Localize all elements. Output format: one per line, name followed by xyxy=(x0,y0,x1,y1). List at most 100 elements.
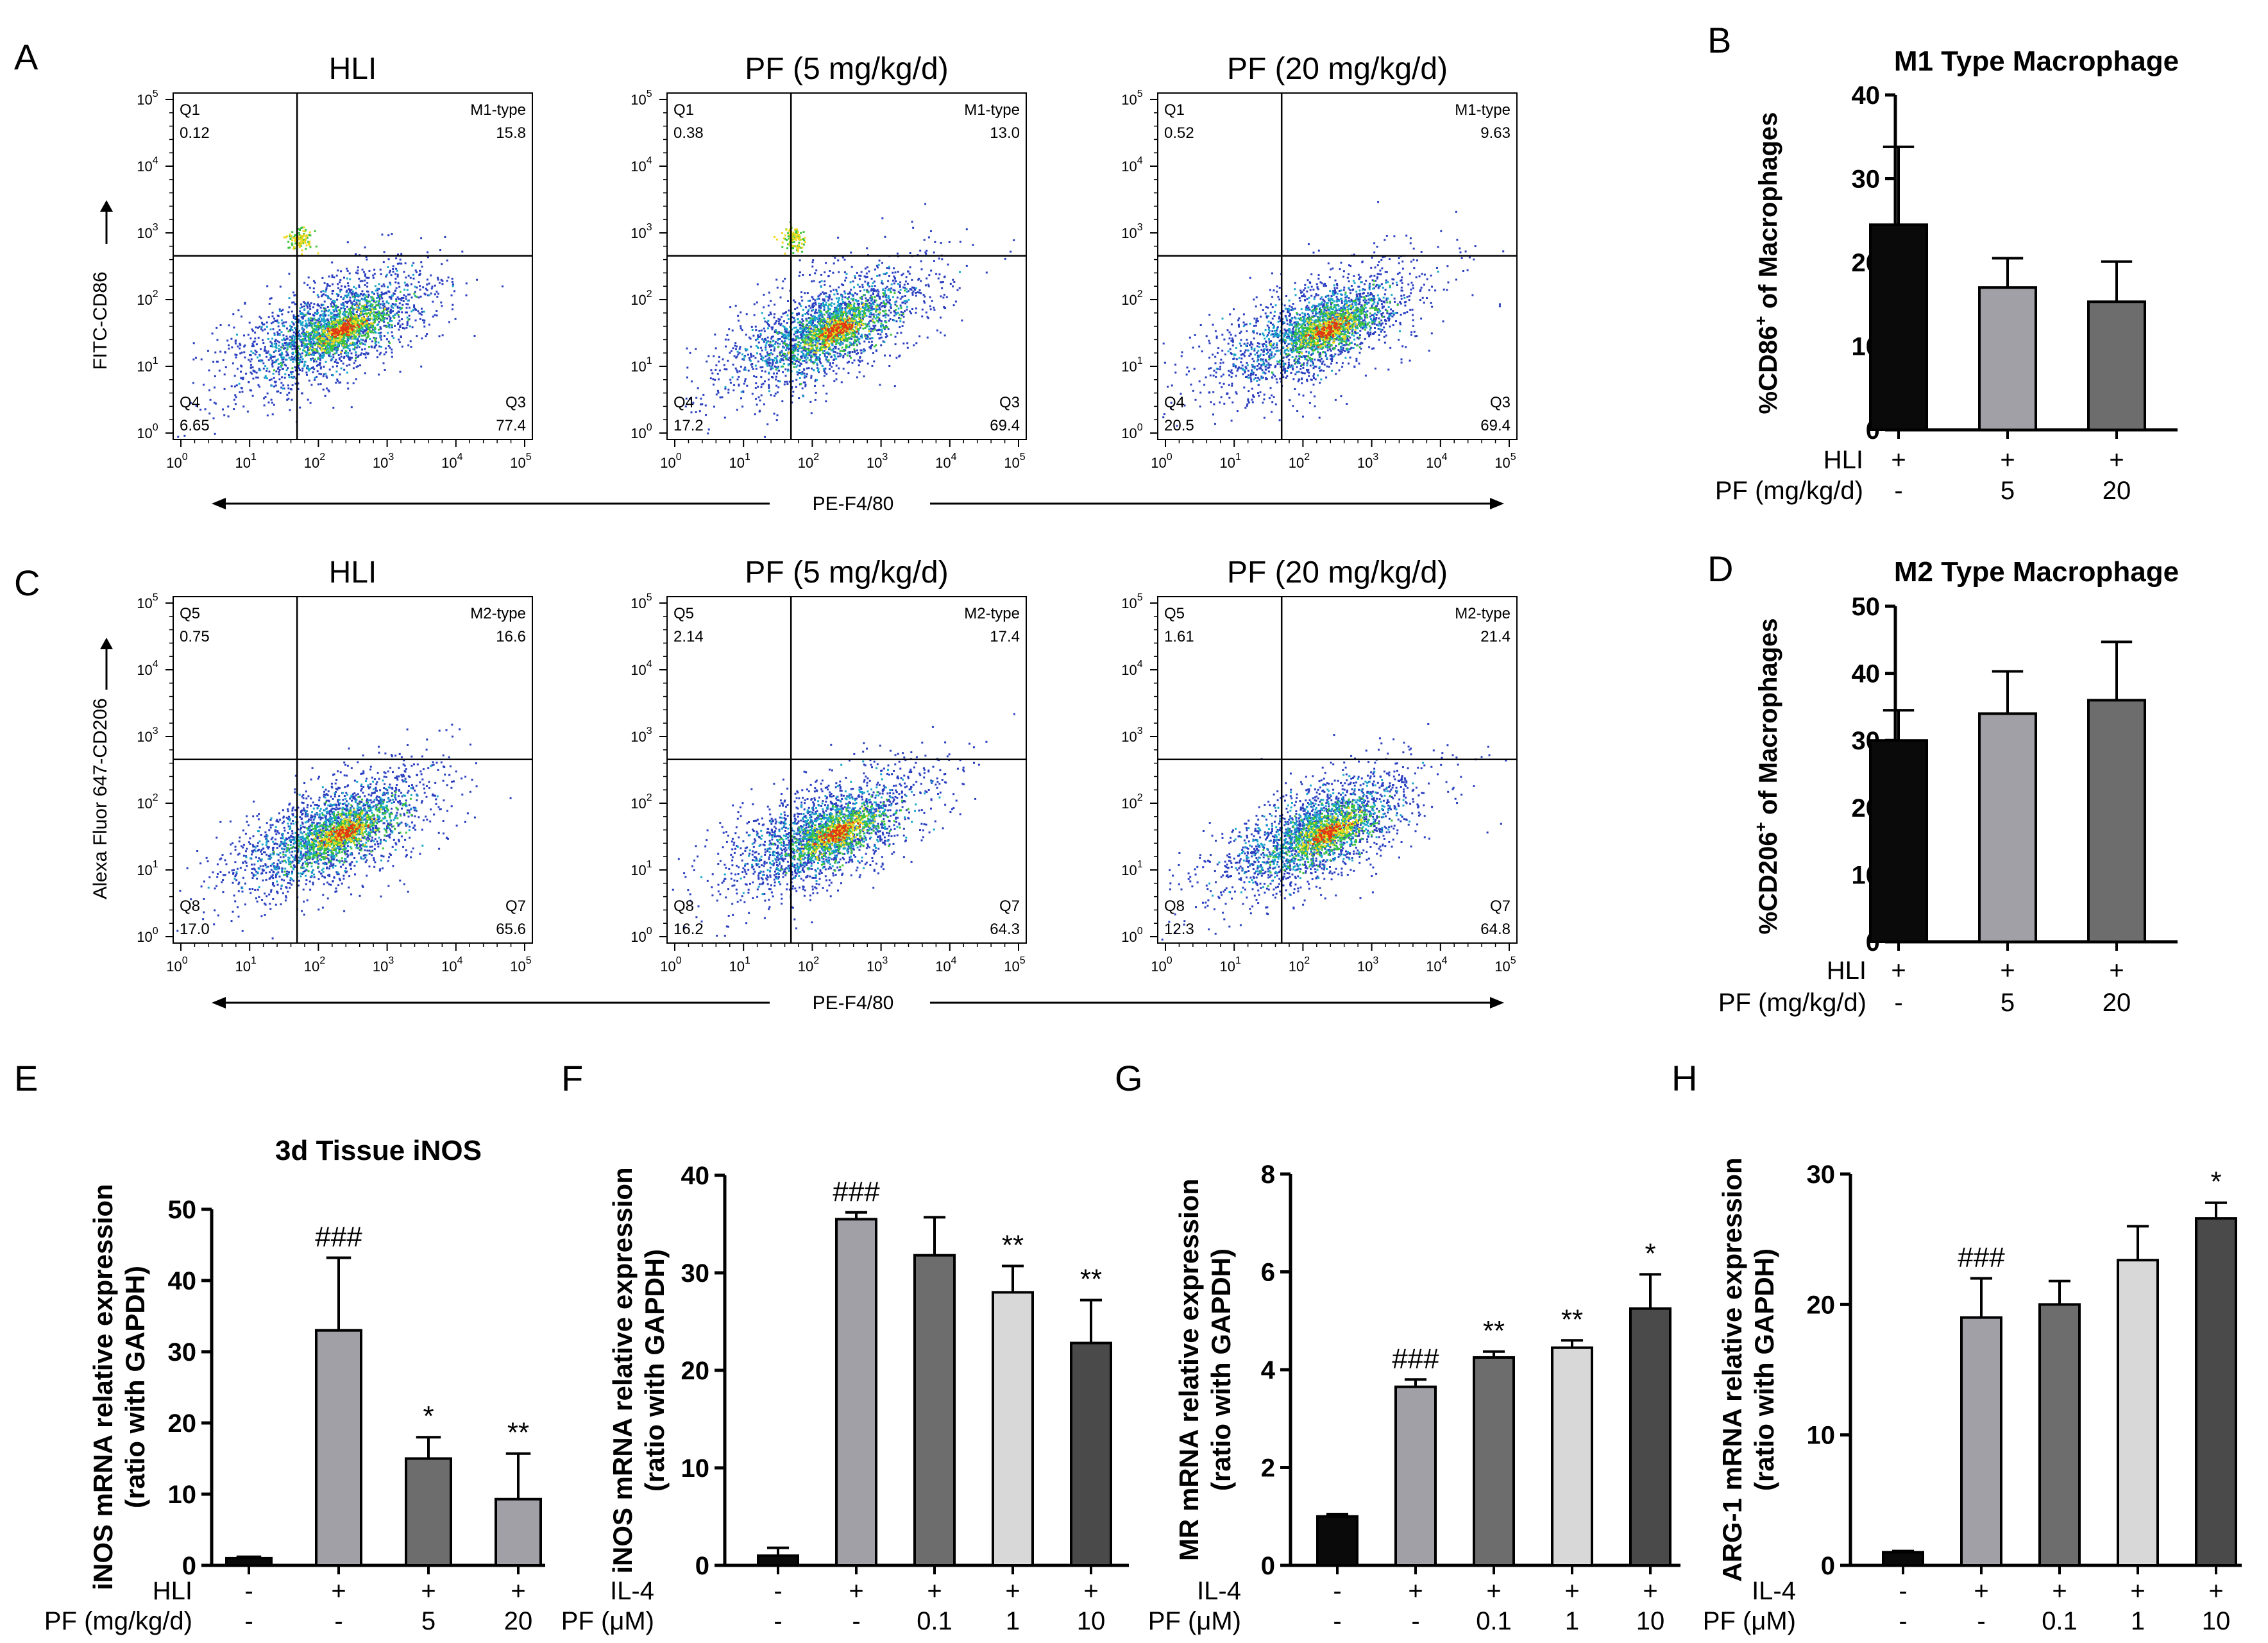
flow-event-dot xyxy=(339,381,342,384)
flow-event-dot xyxy=(317,364,319,366)
flow-event-dot xyxy=(317,357,319,359)
flow-event-dot xyxy=(301,343,303,346)
flow-event-dot xyxy=(893,309,895,312)
flow-event-dot xyxy=(347,331,350,334)
flow-event-dot xyxy=(829,315,831,318)
flow-event-dot xyxy=(268,353,271,356)
flow-event-dot xyxy=(906,305,908,308)
flow-event-dot xyxy=(738,319,740,322)
flow-event-dot xyxy=(399,324,402,327)
flow-event-dot xyxy=(754,387,757,389)
flow-event-dot xyxy=(400,336,402,339)
flow-event-dot xyxy=(348,332,350,335)
flow-event-dot xyxy=(292,315,295,318)
flow-event-dot xyxy=(279,349,282,352)
flow-event-dot xyxy=(836,293,839,295)
flow-event-dot xyxy=(387,302,390,305)
flow-event-dot xyxy=(870,313,873,316)
flow-event-dot xyxy=(337,362,339,364)
flow-event-dot xyxy=(355,327,358,330)
flow-event-dot xyxy=(309,339,311,342)
flow-event-dot xyxy=(791,355,793,357)
flow-event-dot xyxy=(847,372,850,375)
flow-event-dot xyxy=(811,321,814,324)
flow-event-dot xyxy=(882,288,884,291)
flow-event-dot xyxy=(343,327,346,329)
flow-event-dot xyxy=(835,378,838,380)
flow-event-dot xyxy=(340,270,343,273)
flow-event-dot xyxy=(819,314,822,316)
flow-event-dot xyxy=(350,336,353,337)
flow-event-dot xyxy=(409,325,411,328)
flow-event-dot xyxy=(263,350,266,352)
flow-event-dot xyxy=(288,357,291,359)
flow-event-dot xyxy=(325,342,327,345)
flow-event-dot xyxy=(351,291,353,294)
flow-event-dot xyxy=(192,382,194,384)
flow-event-dot xyxy=(368,319,371,321)
flow-event-dot xyxy=(295,377,298,380)
flow-event-dot xyxy=(260,328,262,330)
flow-event-dot xyxy=(311,353,314,355)
flow-event-dot xyxy=(325,339,327,341)
flow-event-dot xyxy=(309,286,311,289)
flow-event-dot xyxy=(290,342,292,345)
flow-event-dot xyxy=(330,344,333,346)
flow-event-dot xyxy=(770,349,772,351)
flow-event-dot xyxy=(432,300,434,303)
flow-event-dot xyxy=(346,331,348,334)
flow-event-dot xyxy=(839,355,842,357)
flow-event-dot xyxy=(314,377,316,379)
flow-event-dot xyxy=(343,319,344,322)
flow-event-dot xyxy=(793,339,796,342)
flow-event-dot xyxy=(403,294,405,296)
flow-event-dot xyxy=(355,271,357,274)
flow-a-y-arrowhead xyxy=(100,200,113,212)
flow-event-dot xyxy=(378,300,380,302)
flow-event-dot xyxy=(355,378,357,380)
flow-event-dot xyxy=(303,346,305,349)
flow-event-dot xyxy=(317,296,320,298)
flow-event-dot xyxy=(373,321,376,323)
flow-event-dot xyxy=(333,330,335,332)
flow-event-dot xyxy=(740,325,742,328)
flow-event-dot xyxy=(333,276,335,278)
flow-event-dot xyxy=(262,362,265,364)
flow-event-dot xyxy=(740,311,742,314)
flow-event-dot xyxy=(733,384,736,386)
flow-event-dot xyxy=(786,337,788,339)
flow-event-dot xyxy=(298,345,300,348)
flow-event-dot xyxy=(883,273,885,275)
flow-event-dot xyxy=(895,320,898,323)
flow-event-dot xyxy=(407,300,409,302)
flow-event-dot xyxy=(763,403,765,405)
flow-event-dot xyxy=(289,336,291,338)
flow-event-dot xyxy=(772,367,774,370)
flow-event-dot xyxy=(944,307,947,309)
flow-event-dot xyxy=(440,302,443,303)
flow-event-dot xyxy=(338,309,341,312)
flow-event-dot xyxy=(242,405,245,408)
flow-event-dot xyxy=(695,396,698,399)
flow-event-dot xyxy=(379,352,382,354)
flow-event-dot xyxy=(441,263,443,266)
flow-event-dot xyxy=(271,359,274,362)
flow-event-dot xyxy=(849,322,851,325)
flow-event-dot xyxy=(843,311,846,313)
flow-event-dot xyxy=(780,316,783,318)
flow-event-dot xyxy=(425,335,427,337)
flow-event-dot xyxy=(287,311,290,314)
flow-event-dot xyxy=(353,313,355,316)
flow-event-dot xyxy=(276,319,278,321)
flow-event-dot xyxy=(264,346,266,348)
flow-event-dot xyxy=(906,309,908,311)
flow-event-dot xyxy=(718,361,720,363)
flow-event-dot xyxy=(282,384,285,387)
flow-event-dot xyxy=(774,348,776,350)
flow-event-dot xyxy=(335,370,338,373)
flow-event-dot xyxy=(294,328,297,331)
flow-event-dot xyxy=(784,312,786,314)
flow-event-dot xyxy=(876,266,879,269)
flow-event-dot xyxy=(834,355,836,358)
flow-event-dot xyxy=(369,303,372,305)
